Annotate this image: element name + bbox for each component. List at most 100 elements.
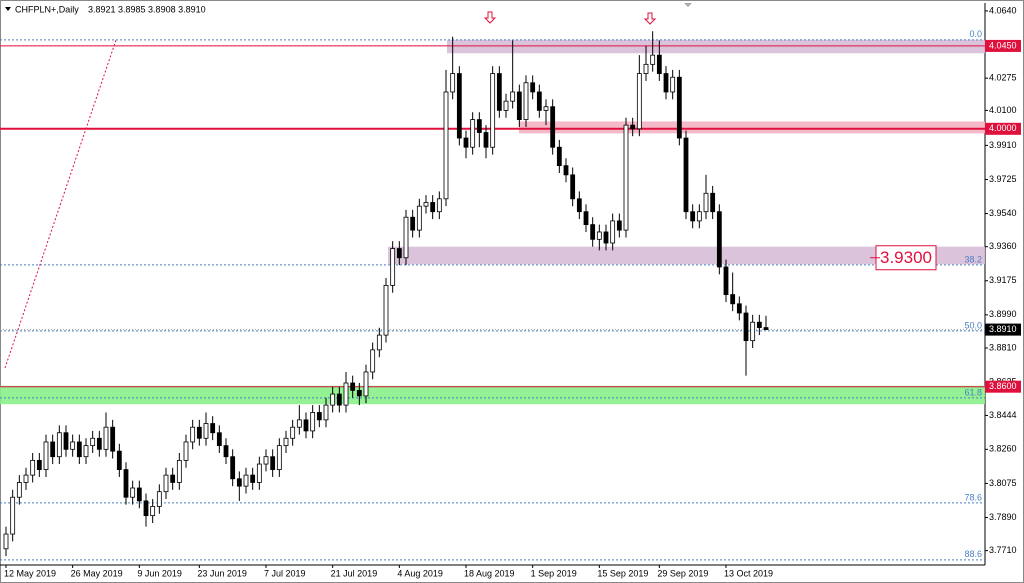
candle-body <box>203 423 209 439</box>
candle-body <box>376 334 382 351</box>
candle-body <box>743 312 749 342</box>
candle-body <box>90 437 96 447</box>
candle-body <box>276 445 282 470</box>
y-tick-label: 3.8075 <box>989 478 1017 488</box>
y-tick-label: 3.7710 <box>989 545 1017 555</box>
candle-body <box>416 205 422 231</box>
level-tag <box>985 380 1021 393</box>
shift-marker <box>684 3 692 7</box>
level-tag <box>985 122 1021 135</box>
candle-body <box>236 478 242 487</box>
candle-body <box>490 73 496 148</box>
candle-body <box>96 437 102 450</box>
candle-body <box>390 248 396 286</box>
candle-body <box>150 506 156 517</box>
zone <box>447 39 985 54</box>
candle-body <box>123 469 129 498</box>
candle-body <box>736 303 742 314</box>
annotation-box <box>875 245 937 271</box>
candle-body <box>36 459 42 470</box>
zone <box>0 385 985 405</box>
candle-body <box>510 91 516 102</box>
y-tick-label: 3.8810 <box>989 342 1017 352</box>
candle-body <box>163 474 169 493</box>
candle-body <box>650 54 656 65</box>
fib-label: 88.6 <box>964 549 982 559</box>
candle-body <box>763 327 769 330</box>
candle-body <box>383 284 389 336</box>
candle-body <box>550 106 556 148</box>
candle-body <box>196 426 202 439</box>
candle-body <box>130 487 136 498</box>
level-label: 4.0000 <box>989 123 1017 133</box>
arrow-down <box>483 11 497 24</box>
candle-body <box>703 192 709 213</box>
candle-body <box>710 192 716 213</box>
candle-body <box>156 491 162 507</box>
candle-body <box>556 146 562 167</box>
candle-body <box>636 73 642 130</box>
candle-body <box>263 456 269 465</box>
candle-body <box>430 202 436 213</box>
candle-body <box>576 198 582 213</box>
candle-body <box>330 393 336 406</box>
y-tick-label: 3.9910 <box>989 140 1017 150</box>
candle-body <box>663 73 669 93</box>
y-tick-label: 3.9540 <box>989 208 1017 218</box>
candle-body <box>296 419 302 428</box>
x-tick-label: 7 Jul 2019 <box>264 568 306 578</box>
x-tick-label: 4 Aug 2019 <box>397 568 443 578</box>
candle-body <box>623 124 629 231</box>
zone <box>519 121 985 134</box>
arrow-down <box>643 12 657 25</box>
candle-body <box>370 349 376 373</box>
candle-body <box>216 432 222 447</box>
x-tick-label: 15 Sep 2019 <box>597 568 648 578</box>
candle-body <box>190 426 196 443</box>
candle-body <box>270 456 276 470</box>
x-tick-label: 13 Oct 2019 <box>724 568 773 578</box>
candle-body <box>3 533 9 550</box>
candle-body <box>583 211 589 225</box>
candle-body <box>643 63 649 74</box>
y-tick-label: 3.9725 <box>989 174 1017 184</box>
x-tick-label: 9 Jun 2019 <box>137 568 182 578</box>
candle-body <box>350 382 356 391</box>
candle-body <box>536 91 542 111</box>
y-tick-label: 3.9360 <box>989 241 1017 251</box>
candle-body <box>470 119 476 148</box>
candle-body <box>596 231 602 240</box>
candle-body <box>590 224 596 240</box>
chart-title: CHFPLN+,Daily <box>15 4 79 14</box>
candle-body <box>116 450 122 470</box>
candle-body <box>716 211 722 268</box>
candle-body <box>50 441 56 458</box>
y-tick-label: 3.8260 <box>989 444 1017 454</box>
candle-body <box>563 165 569 176</box>
candle-body <box>683 137 689 213</box>
candle-body <box>456 73 462 139</box>
candle-body <box>723 266 729 295</box>
candle-body <box>316 412 322 421</box>
candle-body <box>603 231 609 244</box>
fib-label: 38.2 <box>964 254 982 264</box>
candle-body <box>690 211 696 222</box>
candle-body <box>630 124 636 130</box>
candle-body <box>403 216 409 259</box>
x-tick-label: 18 Aug 2019 <box>464 568 515 578</box>
candle-body <box>523 82 529 120</box>
fib-label: 0.0 <box>969 29 982 39</box>
candle-body <box>283 437 289 447</box>
candle-body <box>110 426 116 452</box>
candle-body <box>730 294 736 305</box>
candle-body <box>256 463 262 483</box>
candle-body <box>483 132 489 148</box>
candle-body <box>656 54 662 74</box>
menu-triangle <box>5 7 11 11</box>
candle-body <box>616 220 622 231</box>
zone <box>388 246 985 265</box>
level-tag <box>985 39 1021 52</box>
candle-body <box>143 500 149 517</box>
arrows <box>483 11 657 25</box>
